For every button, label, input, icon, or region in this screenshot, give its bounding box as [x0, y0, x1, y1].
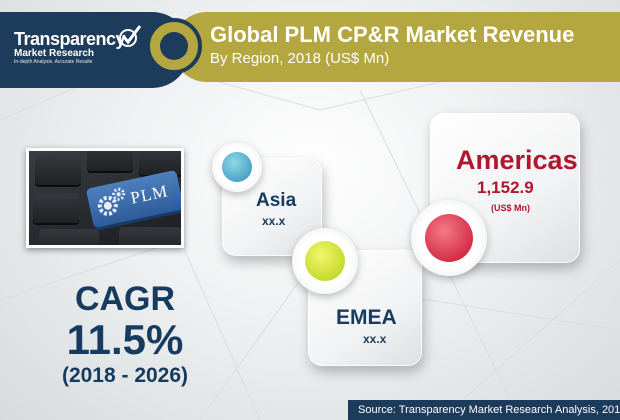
region-value-americas: 1,152.9 — [477, 178, 534, 197]
title-banner — [172, 12, 620, 82]
plm-key: PLM — [85, 169, 181, 229]
page-subtitle: By Region, 2018 (US$ Mn) — [210, 50, 390, 67]
americas-marker — [411, 200, 487, 276]
cagr-label: CAGR — [74, 280, 176, 318]
emea-dot — [305, 241, 345, 281]
keyboard-key — [33, 193, 79, 223]
asia-dot — [222, 152, 252, 182]
region-value-emea: xx.x — [363, 332, 387, 346]
brand-name: Transparency — [14, 29, 126, 49]
region-name-emea: EMEA — [336, 306, 397, 329]
region-name-americas: Americas — [456, 145, 578, 175]
gear-icon — [97, 187, 126, 216]
region-value-asia: xx.x — [262, 214, 286, 228]
keyboard-key — [139, 151, 181, 175]
cagr-period: (2018 - 2026) — [61, 364, 189, 387]
keyboard-photo: PLM — [26, 148, 184, 248]
ring-ornament — [146, 18, 202, 74]
keyboard-key — [39, 229, 99, 245]
brand-logo[interactable]: Transparency Market Research In-depth An… — [14, 25, 142, 66]
keyboard-key — [87, 151, 133, 171]
cagr-value: 11.5% — [66, 316, 184, 363]
source-note: Source: Transparency Market Research Ana… — [348, 400, 620, 420]
keyboard-key — [119, 227, 181, 245]
page-title: Global PLM CP&R Market Revenue — [210, 22, 575, 47]
checkmark-icon — [119, 25, 142, 47]
emea-marker — [292, 228, 358, 294]
plm-key-label: PLM — [128, 181, 170, 208]
brand-tagline: In-depth Analysis. Accurate Results — [14, 59, 93, 65]
keyboard-key — [35, 155, 81, 185]
region-name-asia: Asia — [256, 190, 297, 211]
region-unit-americas: (US$ Mn) — [491, 203, 530, 213]
asia-marker — [212, 142, 262, 192]
brand-subname: Market Research — [14, 48, 95, 59]
americas-dot — [425, 214, 473, 262]
